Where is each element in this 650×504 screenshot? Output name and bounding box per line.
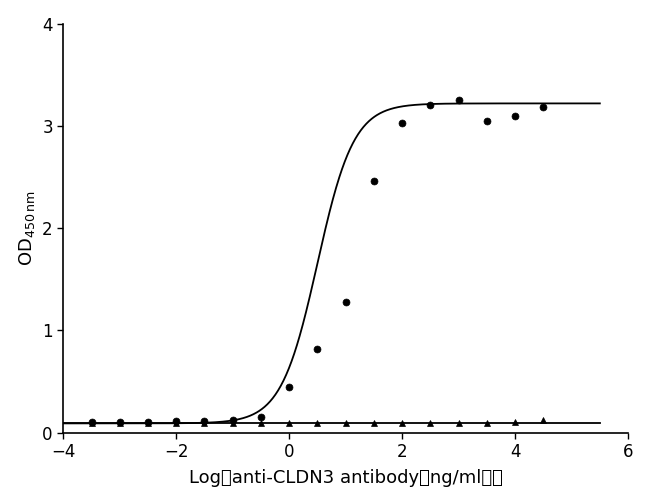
X-axis label: Log（anti-CLDN3 antibody（ng/ml））: Log（anti-CLDN3 antibody（ng/ml）） (188, 469, 502, 487)
Y-axis label: OD$_{\mathregular{450\,nm}}$: OD$_{\mathregular{450\,nm}}$ (17, 191, 36, 266)
